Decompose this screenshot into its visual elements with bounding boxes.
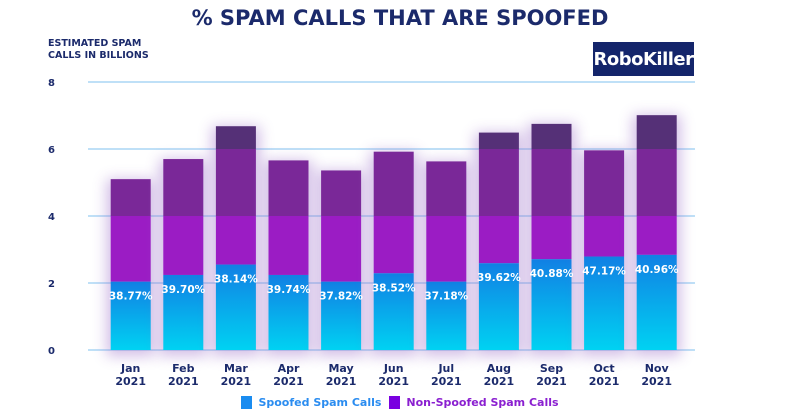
data-label: 47.17% bbox=[582, 266, 626, 278]
legend: Spoofed Spam Calls Non-Spoofed Spam Call… bbox=[0, 396, 800, 409]
bar-spoofed bbox=[584, 256, 625, 350]
bar-spoofed bbox=[426, 281, 467, 350]
bar-non-spoofed bbox=[215, 216, 256, 265]
x-tick-label: 2021 bbox=[589, 375, 620, 388]
bar-spoofed bbox=[531, 259, 572, 350]
x-tick-label: 2021 bbox=[536, 375, 567, 388]
x-tick-label: Sep bbox=[540, 362, 563, 375]
legend-swatch-spoofed bbox=[241, 396, 253, 409]
bar-non-spoofed bbox=[373, 216, 414, 274]
x-tick-label: 2021 bbox=[115, 375, 146, 388]
data-label: 37.82% bbox=[319, 291, 363, 303]
bar-non-spoofed bbox=[636, 115, 677, 149]
x-tick-label: Aug bbox=[487, 362, 511, 375]
y-tick-label: 0 bbox=[48, 346, 55, 357]
bar-non-spoofed bbox=[321, 216, 362, 282]
x-tick-label: 2021 bbox=[378, 375, 409, 388]
x-tick-label: May bbox=[328, 362, 353, 375]
bar-spoofed bbox=[268, 274, 309, 350]
x-tick-label: 2021 bbox=[326, 375, 357, 388]
bar-non-spoofed bbox=[268, 216, 309, 275]
bar-non-spoofed bbox=[215, 126, 256, 149]
bar-spoofed bbox=[321, 281, 362, 350]
x-tick-label: Nov bbox=[645, 362, 670, 375]
bar-non-spoofed bbox=[163, 216, 204, 275]
y-tick-label: 2 bbox=[48, 279, 55, 290]
bar-spoofed bbox=[478, 263, 519, 350]
bar-non-spoofed bbox=[584, 216, 625, 257]
data-label: 38.14% bbox=[214, 274, 258, 286]
data-label: 39.62% bbox=[477, 272, 521, 284]
data-label: 40.88% bbox=[530, 268, 574, 280]
bar-non-spoofed bbox=[426, 216, 467, 282]
x-tick-label: 2021 bbox=[431, 375, 462, 388]
bar-non-spoofed bbox=[478, 216, 519, 264]
x-tick-label: Jun bbox=[383, 362, 404, 375]
y-tick-label: 8 bbox=[48, 78, 55, 89]
bar-spoofed bbox=[163, 274, 204, 350]
data-label: 38.77% bbox=[109, 291, 153, 303]
bar-non-spoofed bbox=[531, 216, 572, 260]
bar-non-spoofed bbox=[215, 149, 256, 216]
bar-non-spoofed bbox=[268, 160, 309, 216]
bar-spoofed bbox=[373, 273, 414, 350]
data-label: 38.52% bbox=[372, 282, 416, 294]
y-axis-label: ESTIMATED SPAM CALLS IN BILLIONS bbox=[48, 38, 149, 61]
bar-non-spoofed bbox=[163, 159, 204, 216]
bar-spoofed bbox=[110, 281, 151, 350]
bar-spoofed bbox=[636, 254, 677, 350]
x-tick-label: Mar bbox=[224, 362, 248, 375]
bar-non-spoofed bbox=[373, 151, 414, 216]
legend-swatch-non-spoofed bbox=[389, 396, 401, 409]
x-tick-label: Jan bbox=[120, 362, 140, 375]
legend-label-spoofed: Spoofed Spam Calls bbox=[258, 396, 382, 409]
chart-title: % SPAM CALLS THAT ARE SPOOFED bbox=[191, 6, 609, 30]
bar-non-spoofed bbox=[478, 149, 519, 216]
bar-non-spoofed bbox=[321, 170, 362, 216]
x-tick-label: 2021 bbox=[221, 375, 252, 388]
data-label: 39.70% bbox=[161, 284, 205, 296]
bar-non-spoofed bbox=[636, 216, 677, 255]
x-tick-label: 2021 bbox=[641, 375, 672, 388]
x-tick-label: Oct bbox=[594, 362, 615, 375]
bar-non-spoofed bbox=[110, 216, 151, 282]
x-tick-label: Feb bbox=[172, 362, 195, 375]
logo-text: RoboKiller bbox=[593, 48, 694, 70]
x-tick-label: Apr bbox=[278, 362, 300, 375]
bar-non-spoofed bbox=[636, 149, 677, 216]
bar-non-spoofed bbox=[531, 149, 572, 216]
robokiller-logo: RoboKiller bbox=[593, 42, 694, 76]
y-tick-label: 4 bbox=[48, 212, 55, 223]
bar-spoofed bbox=[215, 264, 256, 350]
legend-item-non-spoofed: Non-Spoofed Spam Calls bbox=[389, 396, 559, 409]
x-tick-label: Jul bbox=[437, 362, 454, 375]
x-tick-label: 2021 bbox=[168, 375, 199, 388]
x-tick-label: 2021 bbox=[273, 375, 304, 388]
y-tick-label: 6 bbox=[48, 145, 55, 156]
data-label: 37.18% bbox=[424, 291, 468, 303]
legend-item-spoofed: Spoofed Spam Calls bbox=[241, 396, 381, 409]
bar-non-spoofed bbox=[110, 179, 151, 216]
x-tick-label: 2021 bbox=[484, 375, 515, 388]
bar-non-spoofed bbox=[584, 150, 625, 216]
data-label: 40.96% bbox=[635, 264, 679, 276]
data-label: 39.74% bbox=[267, 284, 311, 296]
bar-non-spoofed bbox=[426, 161, 467, 216]
legend-label-non-spoofed: Non-Spoofed Spam Calls bbox=[406, 396, 559, 409]
bar-non-spoofed bbox=[531, 123, 572, 149]
bar-non-spoofed bbox=[478, 132, 519, 149]
